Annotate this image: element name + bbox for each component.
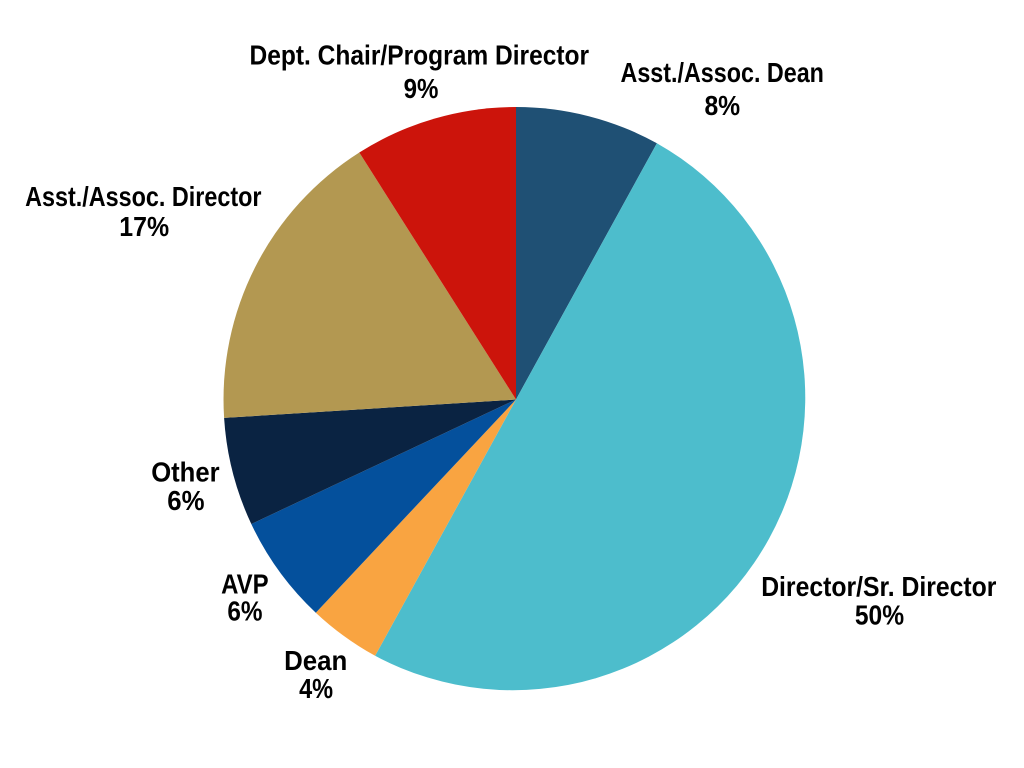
svg-text:6%: 6%	[227, 595, 262, 626]
svg-text:50%: 50%	[855, 600, 904, 631]
svg-text:4%: 4%	[299, 673, 333, 704]
svg-text:AVP: AVP	[221, 568, 269, 599]
svg-text:Director/Sr. Director: Director/Sr. Director	[761, 571, 997, 602]
svg-text:Asst./Assoc. Director: Asst./Assoc. Director	[25, 181, 262, 212]
svg-text:9%: 9%	[404, 73, 439, 104]
svg-text:Dean: Dean	[284, 645, 347, 676]
svg-text:17%: 17%	[119, 211, 169, 242]
svg-text:Asst./Assoc. Dean: Asst./Assoc. Dean	[621, 57, 824, 88]
svg-text:Other: Other	[151, 456, 220, 487]
svg-text:Dept. Chair/Program Director: Dept. Chair/Program Director	[250, 40, 590, 71]
svg-text:8%: 8%	[704, 90, 740, 121]
svg-text:6%: 6%	[167, 485, 204, 516]
